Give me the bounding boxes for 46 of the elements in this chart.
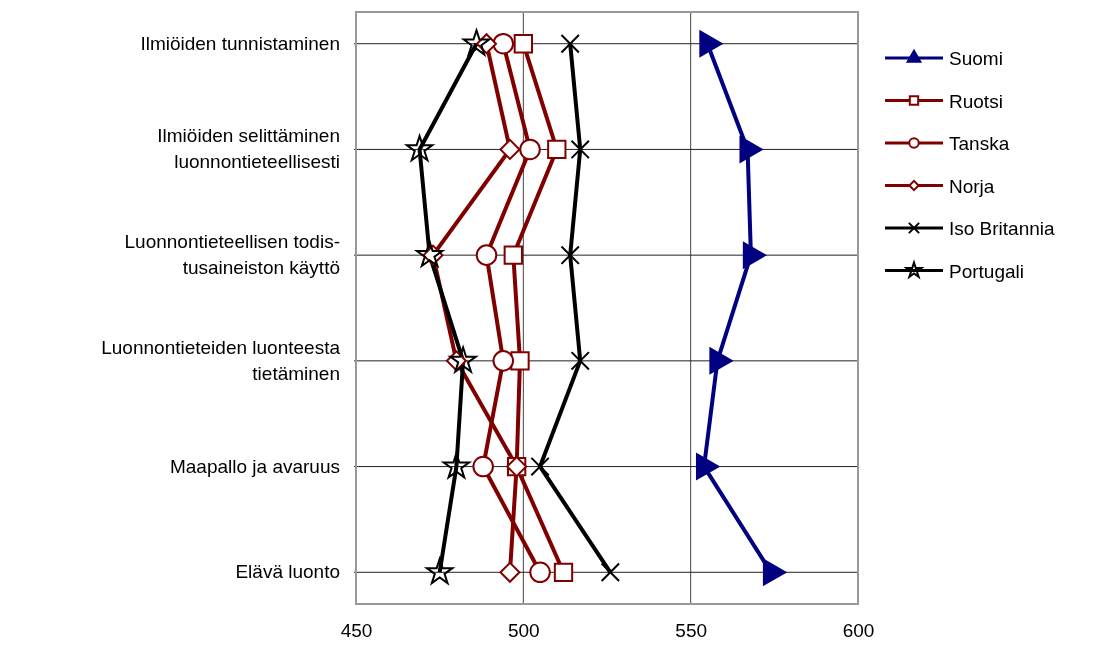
point (709, 347, 733, 375)
y-tick-label: Elävä luonto (235, 561, 340, 583)
legend-label: Ruotsi (949, 90, 1003, 112)
y-tick-label: Ilmiöiden tunnistaminen (140, 32, 340, 54)
point (600, 562, 621, 582)
point (529, 561, 551, 584)
legend-label: Suomi (949, 48, 1003, 69)
y-tick-label: Maapallo ja avaruus (169, 455, 340, 477)
x-tick-label: 600 (842, 620, 875, 642)
point (414, 240, 446, 269)
point (560, 34, 580, 54)
point (447, 344, 479, 375)
point (699, 30, 723, 57)
point (530, 456, 550, 477)
point (424, 556, 456, 586)
point (510, 351, 530, 371)
point (547, 139, 567, 160)
x-tick-label: 500 (507, 620, 540, 642)
legend-label: Norja (949, 175, 995, 197)
point (762, 559, 787, 586)
point (570, 139, 590, 160)
point (499, 138, 521, 160)
point (570, 351, 590, 371)
point (404, 133, 436, 163)
x-tick-label: 450 (340, 620, 373, 642)
y-tick-label: Ilmiöiden selittäminen luonnontieteellisesti (157, 125, 340, 173)
legend-label: Iso Britannia (949, 218, 1056, 239)
point (472, 455, 494, 478)
point (503, 245, 523, 265)
point (695, 453, 720, 480)
point (519, 138, 541, 161)
point (492, 32, 515, 55)
point (475, 244, 498, 266)
point (513, 34, 533, 54)
legend-label: Tanska (949, 133, 1010, 154)
point (492, 350, 515, 372)
point (553, 562, 574, 582)
x-tick-label: 550 (675, 620, 708, 642)
point (499, 561, 521, 583)
y-tick-label: Luonnontieteiden luonteesta tietäminen (101, 336, 341, 384)
point (742, 241, 767, 269)
y-tick-label: Luonnontieteellisen todis- tusaineiston käyttö (124, 231, 340, 279)
point (560, 245, 580, 265)
point (440, 451, 472, 480)
legend-label: Portugali (949, 260, 1024, 282)
point (739, 136, 763, 163)
